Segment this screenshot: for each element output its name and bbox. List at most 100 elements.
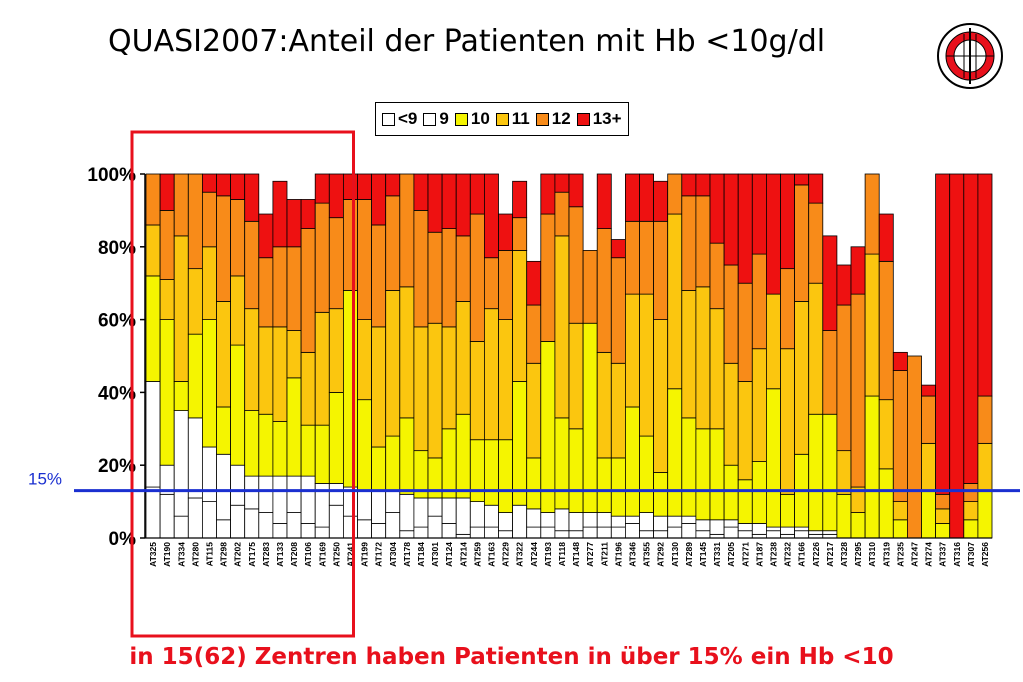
bar-segment-12 [399, 173, 415, 288]
y-tick-label: 80% [98, 238, 136, 259]
x-tick-label: AT355 [642, 542, 652, 567]
bar-segment-13plus [441, 173, 457, 229]
bar-segment-10 [159, 319, 175, 466]
x-tick-label: AT250 [331, 542, 341, 567]
bar-segment-12 [371, 224, 387, 328]
bar-segment-10 [173, 381, 189, 412]
x-tick-label: AT238 [768, 542, 778, 567]
bar-segment-12 [780, 268, 796, 350]
bar-segment-9 [596, 512, 612, 528]
bar-segment-10 [469, 439, 485, 503]
bar-segment-13plus [935, 173, 951, 495]
bar-segment-13plus [808, 173, 824, 204]
bar-segment-12 [216, 195, 232, 302]
bar-segment-13plus [342, 173, 358, 200]
bar-segment-11 [357, 319, 373, 401]
bar-segment-lt9 [653, 530, 669, 539]
bar-segment-9 [610, 515, 626, 528]
bar-segment-9 [639, 512, 655, 532]
bar-segment-lt9 [300, 523, 316, 539]
bar-segment-11 [808, 282, 824, 415]
bar-segment-12 [272, 246, 288, 328]
x-tick-label: AT208 [289, 542, 299, 567]
bar-segment-11 [963, 501, 979, 521]
bar-segment-10 [892, 519, 908, 539]
bar-segment-13plus [314, 173, 330, 204]
bar-segment-13plus [483, 173, 499, 259]
bar-segment-lt9 [413, 526, 429, 539]
bar-segment-13plus [751, 173, 767, 255]
bar-segment-13plus [653, 180, 669, 222]
x-tick-label: AT292 [656, 542, 666, 567]
bar-segment-12 [864, 173, 880, 255]
bar-segment-9 [469, 501, 485, 528]
bar-segment-13plus [272, 180, 288, 248]
x-tick-label: AT178 [402, 542, 412, 567]
bar-segment-9 [681, 515, 697, 524]
bar-segment-11 [568, 322, 584, 430]
bar-segment-lt9 [582, 526, 598, 539]
bar-segment-10 [751, 461, 767, 524]
bar-segment-12 [469, 213, 485, 342]
bar-segment-13plus [540, 173, 556, 215]
bar-segment-10 [483, 439, 499, 506]
bar-segment-10 [625, 406, 640, 517]
bar-segment-11 [187, 268, 203, 335]
bar-segment-10 [385, 435, 401, 492]
bar-segment-9 [695, 519, 711, 532]
bar-segment-11 [328, 308, 344, 393]
x-tick-label: AT202 [233, 542, 243, 567]
bar-segment-11 [441, 326, 457, 430]
bar-segment-10 [357, 399, 373, 492]
bar-segment-10 [187, 333, 203, 419]
bar-segment-12 [498, 250, 514, 321]
bar-segment-11 [427, 322, 443, 459]
bar-segment-lt9 [286, 512, 302, 539]
bar-segment-lt9 [441, 523, 457, 539]
bar-segment-12 [907, 355, 922, 539]
legend-swatch-lt9 [382, 112, 395, 126]
bar-segment-11 [878, 399, 894, 470]
bar-segment-12 [328, 217, 344, 310]
bar-segment-9 [808, 530, 824, 535]
bar-segment-12 [653, 220, 669, 321]
bar-segment-12 [625, 220, 640, 295]
bar-segment-10 [216, 406, 232, 455]
bar-segment-13plus [949, 173, 965, 539]
x-tick-label: AT346 [627, 542, 637, 567]
bar-segment-11 [145, 224, 161, 277]
bar-segment-12 [441, 228, 457, 328]
y-tick-label: 0% [109, 529, 137, 550]
legend-label-13plus: 13+ [592, 109, 622, 128]
x-tick-label: AT310 [867, 542, 877, 567]
bar-segment-12 [455, 235, 471, 302]
bar-segment-12 [836, 304, 852, 452]
bar-segment-10 [286, 377, 302, 477]
bar-segment-10 [441, 428, 457, 499]
bar-segment-10 [201, 319, 217, 448]
legend-swatch-11 [495, 112, 509, 126]
bar-segment-lt9 [737, 530, 753, 539]
bar-segment-9 [526, 508, 542, 528]
bar-segment-11 [385, 290, 401, 437]
y-tick-label: 20% [98, 456, 136, 477]
bar-segment-9 [187, 417, 203, 499]
bar-segment-13plus [258, 213, 274, 259]
bar-segment-13plus [469, 173, 485, 215]
bar-segment-12 [963, 482, 979, 502]
bar-segment-13plus [878, 213, 894, 262]
bar-segment-10 [272, 421, 288, 477]
bar-segment-12 [512, 217, 528, 251]
x-tick-label: AT175 [247, 542, 257, 567]
legend-label-lt9: <9 [398, 109, 418, 128]
bar-segment-lt9 [498, 530, 514, 539]
bar-segment-10 [568, 428, 584, 513]
bar-segment-11 [667, 213, 683, 390]
bar-segment-11 [653, 319, 669, 473]
bar-segment-10 [822, 413, 838, 532]
bar-segment-10 [921, 490, 937, 539]
x-tick-label: AT259 [472, 542, 482, 567]
bar-segment-13plus [695, 173, 711, 197]
x-tick-label: AT172 [374, 542, 384, 567]
bar-segment-10 [977, 490, 993, 539]
